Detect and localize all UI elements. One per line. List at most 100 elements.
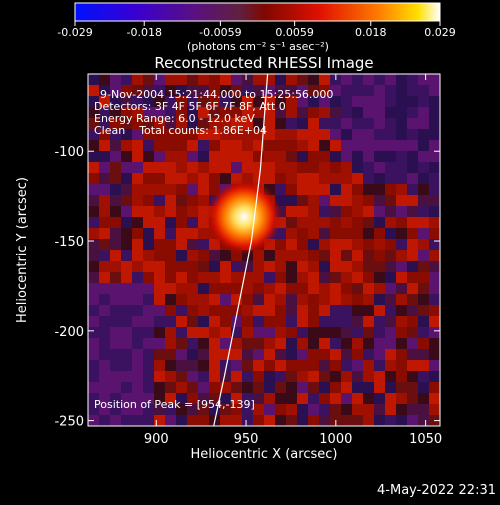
image-pixel xyxy=(121,195,132,206)
image-pixel xyxy=(363,382,374,393)
image-pixel xyxy=(374,228,385,239)
image-pixel xyxy=(429,250,440,261)
image-pixel xyxy=(407,195,418,206)
image-pixel xyxy=(363,239,374,250)
x-tick-label: 900 xyxy=(144,432,169,447)
image-pixel xyxy=(341,261,352,272)
image-pixel xyxy=(220,415,231,426)
image-pixel xyxy=(165,184,176,195)
image-pixel xyxy=(330,85,341,96)
image-pixel xyxy=(99,404,110,415)
image-pixel xyxy=(374,151,385,162)
image-pixel xyxy=(341,382,352,393)
image-pixel xyxy=(330,228,341,239)
image-pixel xyxy=(165,382,176,393)
image-pixel xyxy=(264,349,275,360)
image-pixel xyxy=(121,283,132,294)
image-pixel xyxy=(363,228,374,239)
image-pixel xyxy=(429,228,440,239)
image-pixel xyxy=(418,129,429,140)
image-pixel xyxy=(132,129,143,140)
image-pixel xyxy=(143,382,154,393)
image-pixel xyxy=(154,393,165,404)
image-pixel xyxy=(253,74,264,85)
image-pixel xyxy=(209,316,220,327)
image-pixel xyxy=(385,184,396,195)
image-pixel xyxy=(385,206,396,217)
image-pixel xyxy=(132,151,143,162)
image-pixel xyxy=(110,415,121,426)
image-pixel xyxy=(275,173,286,184)
image-pixel xyxy=(330,239,341,250)
image-pixel xyxy=(110,96,121,107)
image-pixel xyxy=(187,250,198,261)
image-pixel xyxy=(330,382,341,393)
image-pixel xyxy=(363,316,374,327)
image-pixel xyxy=(363,338,374,349)
image-pixel xyxy=(374,272,385,283)
image-pixel xyxy=(341,239,352,250)
image-pixel xyxy=(319,393,330,404)
image-pixel xyxy=(352,371,363,382)
image-pixel xyxy=(99,261,110,272)
image-pixel xyxy=(121,294,132,305)
image-pixel xyxy=(253,382,264,393)
image-pixel xyxy=(187,415,198,426)
image-pixel xyxy=(253,294,264,305)
image-pixel xyxy=(198,151,209,162)
image-pixel xyxy=(176,415,187,426)
image-pixel xyxy=(231,96,242,107)
image-pixel xyxy=(286,250,297,261)
image-pixel xyxy=(374,96,385,107)
image-plot: 900 950 1000 1050 -100 -150 -200 -250 9-Nov-200… xyxy=(54,73,442,447)
image-pixel xyxy=(154,404,165,415)
image-pixel xyxy=(319,415,330,426)
image-pixel xyxy=(165,261,176,272)
image-pixel xyxy=(385,294,396,305)
image-pixel xyxy=(352,316,363,327)
info-detectors: Detectors: 3F 4F 5F 6F 7F 8F, Att 0 xyxy=(94,100,286,113)
image-pixel xyxy=(253,173,264,184)
image-pixel xyxy=(429,107,440,118)
image-pixel xyxy=(209,305,220,316)
image-pixel xyxy=(319,74,330,85)
image-pixel xyxy=(297,96,308,107)
image-pixel xyxy=(352,96,363,107)
image-pixel xyxy=(297,118,308,129)
image-pixel xyxy=(242,272,253,283)
image-pixel xyxy=(264,415,275,426)
image-pixel xyxy=(418,151,429,162)
image-pixel xyxy=(352,382,363,393)
image-pixel xyxy=(187,338,198,349)
image-pixel xyxy=(385,404,396,415)
image-pixel xyxy=(297,173,308,184)
image-pixel xyxy=(253,129,264,140)
image-pixel xyxy=(429,151,440,162)
image-pixel xyxy=(231,327,242,338)
y-axis-label: Heliocentric Y (arcsec) xyxy=(15,177,30,323)
image-pixel xyxy=(231,316,242,327)
image-pixel xyxy=(209,404,220,415)
image-pixel xyxy=(352,393,363,404)
image-pixel xyxy=(132,327,143,338)
image-pixel xyxy=(99,283,110,294)
image-pixel xyxy=(132,228,143,239)
image-pixel xyxy=(429,96,440,107)
image-pixel xyxy=(264,294,275,305)
image-pixel xyxy=(363,151,374,162)
image-pixel xyxy=(275,140,286,151)
image-pixel xyxy=(418,316,429,327)
image-pixel xyxy=(407,393,418,404)
image-pixel xyxy=(187,283,198,294)
image-pixel xyxy=(363,140,374,151)
image-pixel xyxy=(132,305,143,316)
image-pixel xyxy=(176,195,187,206)
image-pixel xyxy=(363,184,374,195)
image-pixel xyxy=(319,283,330,294)
image-pixel xyxy=(154,74,165,85)
image-pixel xyxy=(407,107,418,118)
image-pixel xyxy=(253,107,264,118)
image-pixel xyxy=(187,129,198,140)
image-pixel xyxy=(110,195,121,206)
image-pixel xyxy=(264,272,275,283)
